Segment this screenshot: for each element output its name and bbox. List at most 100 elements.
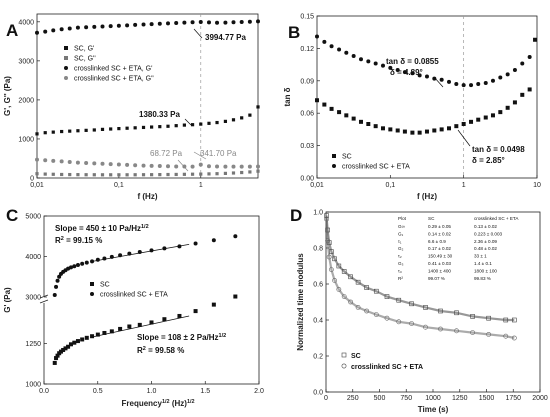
parameter-table: Plot SC crosslinked SC + ETA G∞ 0.29 ± 0.05 0… xyxy=(398,216,519,281)
data-point xyxy=(315,98,319,103)
data-point xyxy=(461,83,466,88)
data-point xyxy=(402,129,407,134)
x-axis-label: Frequency1/2 (Hz)1/2 xyxy=(122,399,195,408)
data-point xyxy=(52,292,57,297)
legend-marker xyxy=(64,46,68,50)
data-point xyxy=(35,172,39,176)
data-point xyxy=(43,131,47,135)
x-tick-label: 1750 xyxy=(505,395,521,402)
data-point xyxy=(54,356,59,361)
data-point xyxy=(511,335,517,341)
data-point xyxy=(133,163,138,168)
data-point xyxy=(174,20,179,25)
data-point xyxy=(149,163,154,168)
data-point xyxy=(51,130,55,134)
legend-marker xyxy=(341,363,347,369)
legend-marker xyxy=(332,164,336,168)
annotation: tan δ = 0.0498 xyxy=(472,145,525,154)
legend-label: crosslinked SC + ETA, G'' xyxy=(74,76,154,83)
data-point xyxy=(384,294,390,299)
data-point xyxy=(337,110,342,115)
y-tick-label: 0.12 xyxy=(300,46,314,53)
data-point xyxy=(231,20,236,25)
y-axis-label: Normalized time modulus xyxy=(296,253,305,351)
data-point xyxy=(512,100,517,105)
annotation: R2 = 99.58 % xyxy=(137,346,184,355)
legend-marker xyxy=(341,352,347,358)
plot-frame xyxy=(316,15,538,179)
data-point xyxy=(454,310,459,316)
data-point xyxy=(402,70,407,75)
data-point xyxy=(410,130,415,135)
data-point xyxy=(366,59,371,64)
x-tick-label: 250 xyxy=(347,395,359,402)
data-point xyxy=(256,169,260,173)
annotation: R2 = 99.15 % xyxy=(55,236,102,245)
data-point xyxy=(84,25,89,30)
data-point xyxy=(102,330,107,335)
data-point xyxy=(512,317,517,323)
data-point xyxy=(498,110,503,115)
data-point xyxy=(95,332,100,337)
x-axis-label: Time (s) xyxy=(418,405,449,414)
data-point xyxy=(141,173,146,177)
data-point xyxy=(35,157,39,162)
data-point xyxy=(248,113,252,117)
data-point xyxy=(157,21,162,26)
data-point xyxy=(388,127,393,132)
data-point xyxy=(364,285,369,290)
data-point xyxy=(351,116,356,121)
x-axis-label-unit: (Hz) xyxy=(170,399,188,408)
table-cell: 150.49 ± 30 xyxy=(428,254,453,259)
data-point xyxy=(240,116,244,120)
data-point xyxy=(149,22,154,27)
y-axis-label: tan δ xyxy=(283,87,292,106)
table-cell: 99.07 % xyxy=(428,276,445,281)
data-point xyxy=(503,317,509,323)
data-point xyxy=(240,170,244,175)
data-point xyxy=(520,61,525,66)
data-point xyxy=(439,77,444,82)
axis-break-gap xyxy=(40,296,48,303)
data-point xyxy=(505,105,510,110)
data-point xyxy=(432,128,437,133)
data-point xyxy=(341,294,347,299)
data-point xyxy=(486,331,492,337)
data-point xyxy=(100,127,105,131)
y-tick-label: 0.06 xyxy=(300,111,314,118)
legend-label: SC xyxy=(351,353,361,360)
data-point xyxy=(527,55,532,60)
data-point xyxy=(90,334,95,339)
panel-d: 0 250 500 750 1000 1250 1500 1750 2000 0.0 0.2 0.4 0… xyxy=(290,206,548,414)
data-point xyxy=(182,20,187,25)
data-point xyxy=(328,267,334,272)
x-tick-label: 0,1 xyxy=(385,182,395,189)
table-cell: τ₁ xyxy=(398,239,402,244)
data-point xyxy=(505,72,510,77)
x-tick-label: 1.5 xyxy=(200,388,210,395)
data-point xyxy=(351,53,356,58)
data-point xyxy=(174,124,178,128)
data-point xyxy=(324,213,329,218)
data-point xyxy=(54,284,59,289)
data-point xyxy=(336,286,342,292)
data-point xyxy=(80,337,85,342)
annotation-pointer xyxy=(184,118,192,126)
data-point xyxy=(223,171,228,175)
y-tick-label: 1.0 xyxy=(313,210,323,217)
data-point xyxy=(395,128,400,133)
data-point xyxy=(206,20,211,25)
data-point xyxy=(533,37,538,42)
data-point xyxy=(141,125,146,130)
data-point xyxy=(58,349,63,354)
data-point xyxy=(348,274,353,280)
data-point xyxy=(470,330,475,335)
data-point xyxy=(384,315,390,321)
data-point xyxy=(396,297,402,303)
data-point xyxy=(109,329,114,334)
legend-marker xyxy=(64,66,68,70)
table-cell: 33 ± 1 xyxy=(474,254,487,259)
data-point xyxy=(395,68,400,72)
data-point xyxy=(125,162,130,167)
